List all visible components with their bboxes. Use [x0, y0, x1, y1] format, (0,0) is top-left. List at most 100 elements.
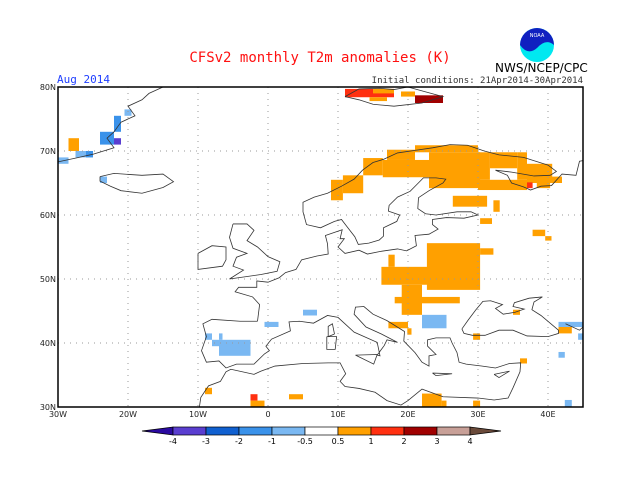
anomaly-cell — [520, 358, 527, 364]
colorbar: -4 -3 -2 -1 -0.5 0.5 1 2 3 4 — [141, 426, 502, 446]
colorbar-swatch — [403, 426, 438, 436]
anomaly-cell — [303, 309, 317, 316]
colorbar-label: 4 — [467, 437, 472, 446]
colorbar-label: 3 — [434, 437, 439, 446]
anomaly-cell — [415, 145, 478, 153]
lat-tick-label: 60N — [40, 211, 56, 220]
anomaly-cell — [478, 179, 527, 191]
anomaly-cell — [100, 176, 107, 183]
anomaly-cells — [58, 88, 583, 407]
colorbar-label: 0.5 — [332, 437, 345, 446]
island-coastline — [355, 354, 378, 365]
anomaly-cell — [205, 387, 212, 395]
coastline — [229, 223, 281, 280]
colorbar-label: -3 — [202, 437, 210, 446]
axis-ticks: 30W 20W 10W 0 10E 20E 30E 40E 30N 40N 50N 60N 70N 80N — [40, 83, 556, 419]
colorbar-label: -2 — [235, 437, 243, 446]
lon-tick-label: 20W — [119, 410, 137, 419]
anomaly-cell — [558, 321, 583, 327]
colorbar-label: 1 — [368, 437, 373, 446]
anomaly-cell — [558, 351, 565, 358]
lat-tick-label: 50N — [40, 275, 56, 284]
coastline — [461, 296, 559, 338]
anomaly-cell — [264, 321, 279, 327]
anomaly-cell — [124, 109, 132, 116]
lon-tick-label: 30W — [49, 410, 67, 419]
anomaly-cell — [212, 339, 219, 347]
lon-tick-label: 40E — [540, 410, 555, 419]
anomaly-cell — [473, 333, 481, 340]
coastline — [234, 144, 584, 322]
colorbar-low-arrow — [141, 426, 174, 436]
anomaly-cell — [219, 333, 223, 340]
colorbar-label: 2 — [401, 437, 406, 446]
colorbar-swatch — [370, 426, 405, 436]
anomaly-cell — [394, 296, 460, 304]
anomaly-cell — [513, 309, 520, 315]
anomaly-cell — [493, 200, 500, 212]
anomaly-cell — [558, 327, 572, 334]
anomaly-cell — [480, 218, 492, 224]
colorbar-swatch — [337, 426, 372, 436]
anomaly-cell — [578, 333, 583, 340]
agency-label: NWS/NCEP/CPC — [495, 61, 588, 75]
anomaly-cell — [382, 159, 429, 178]
anomaly-cell — [422, 314, 447, 329]
colorbar-high-arrow — [469, 426, 502, 436]
lon-tick-label: 0 — [265, 410, 270, 419]
anomaly-cell — [345, 88, 394, 98]
initial-conditions: Initial conditions: 21Apr2014-30Apr2014 — [371, 76, 583, 86]
noaa-logo-text: NOAA — [530, 33, 545, 39]
anomaly-cell — [68, 138, 79, 151]
anomaly-cell — [388, 321, 408, 329]
anomaly-cell — [342, 175, 364, 194]
anomaly-cell — [205, 333, 212, 340]
lon-tick-label: 10W — [189, 410, 207, 419]
anomaly-cell — [387, 149, 415, 160]
lat-tick-label: 40N — [40, 339, 56, 348]
anomaly-cell — [401, 91, 415, 97]
island-coastline — [344, 86, 445, 107]
lon-tick-label: 10E — [330, 410, 345, 419]
anomaly-cell — [250, 400, 265, 407]
colorbar-swatch — [271, 426, 306, 436]
anomaly-cell — [422, 393, 442, 407]
anomaly-cell — [75, 151, 93, 158]
forecast-month: Aug 2014 — [57, 73, 110, 86]
colorbar-swatch — [172, 426, 207, 436]
anomaly-cell — [478, 152, 490, 180]
coastline — [57, 86, 164, 163]
lon-tick-label: 20E — [400, 410, 415, 419]
colorbar-swatch — [304, 426, 339, 436]
colorbar-label: -0.5 — [297, 437, 313, 446]
colorbar-swatch — [238, 426, 273, 436]
anomaly-cell — [429, 152, 481, 189]
island-coastline — [327, 323, 335, 338]
anomaly-cell — [373, 88, 394, 94]
lat-tick-label: 30N — [40, 403, 56, 412]
anomaly-cell — [545, 236, 552, 241]
anomaly-cell — [219, 339, 251, 356]
coastlines — [57, 86, 584, 408]
coastline — [199, 306, 522, 408]
colorbar-label: -4 — [169, 437, 177, 446]
colorbar-swatch — [436, 426, 471, 436]
lat-tick-label: 80N — [40, 83, 56, 92]
anomaly-cell — [114, 115, 121, 132]
anomaly-cell — [527, 176, 562, 183]
anomaly-cell — [480, 248, 494, 255]
anomaly-cell — [527, 182, 533, 189]
colorbar-swatch — [205, 426, 240, 436]
anomaly-cell — [407, 328, 412, 335]
anomaly-cell — [86, 151, 93, 158]
coastline — [99, 172, 175, 194]
anomaly-cell — [532, 229, 546, 237]
anomaly-cell — [114, 138, 121, 145]
anomaly-cell — [363, 158, 383, 176]
anomaly-cell — [473, 400, 481, 407]
lat-tick-label: 70N — [40, 147, 56, 156]
island-coastline — [432, 372, 453, 377]
anomaly-cell — [564, 399, 572, 407]
coastline — [565, 323, 584, 331]
